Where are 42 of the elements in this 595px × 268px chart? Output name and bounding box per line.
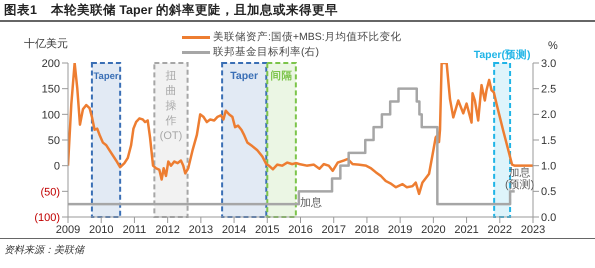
x-tick-label: 2015 [255, 224, 280, 236]
y2-tick-label: 1.5 [541, 134, 556, 147]
band-label: 扭曲操作(OT) [160, 70, 182, 142]
y2-tick-label: 0.5 [541, 186, 556, 198]
x-tick-label: 2022 [488, 224, 512, 236]
y2-tick-label: 3.0 [541, 58, 556, 70]
y-tick-label: 200 [42, 58, 60, 70]
y2-tick-label: 1.0 [541, 160, 556, 173]
y2-tick-label: 0.0 [541, 212, 556, 224]
x-tick-label: 2017 [321, 224, 346, 236]
text: 资料来源：美联储 [4, 244, 84, 257]
x-tick-label: 2020 [421, 224, 446, 236]
y2-tick-label: 2.0 [541, 109, 556, 122]
line-series [68, 63, 533, 196]
y-tick-label: 0 [54, 160, 60, 173]
y-tick-label: (100) [34, 212, 60, 224]
chart-title: 图表1 本轮美联储 Taper 的斜率更陡，且加息或来得更早 [4, 2, 338, 19]
y-tick-label: (50) [40, 186, 60, 198]
x-tick-label: 2010 [88, 224, 114, 236]
x-tick-label: 2018 [354, 224, 380, 236]
y-tick-label: 100 [42, 109, 60, 122]
x-tick-label: 2021 [454, 224, 479, 236]
band-label: Taper [230, 70, 258, 82]
legend-label: 美联储资产:国债+MBS:月均值环比变化 [212, 30, 402, 44]
band-label: Taper [93, 71, 119, 82]
x-tick-label: 2012 [155, 224, 180, 236]
x-tick-label: 2023 [520, 224, 546, 236]
y-tick-label: 150 [42, 84, 60, 96]
y2-axis-title: % [548, 40, 558, 52]
x-tick-label: 2019 [388, 224, 412, 236]
annotation: 加息 [300, 197, 322, 209]
legend-label: 联邦基金目标利率(右) [212, 45, 320, 59]
x-tick-label: 2016 [288, 224, 313, 236]
y-axis-title: 十亿美元 [24, 36, 68, 51]
band-label: Taper(预测) [474, 48, 531, 61]
x-tick-label: 2011 [122, 224, 146, 236]
y-tick-label: 50 [48, 135, 60, 147]
band-label: 间隔 [270, 69, 293, 82]
y2-tick-label: 2.5 [541, 84, 556, 96]
x-tick-label: 2009 [56, 224, 80, 236]
x-tick-label: 2013 [188, 224, 214, 236]
x-tick-label: 2014 [222, 224, 246, 236]
